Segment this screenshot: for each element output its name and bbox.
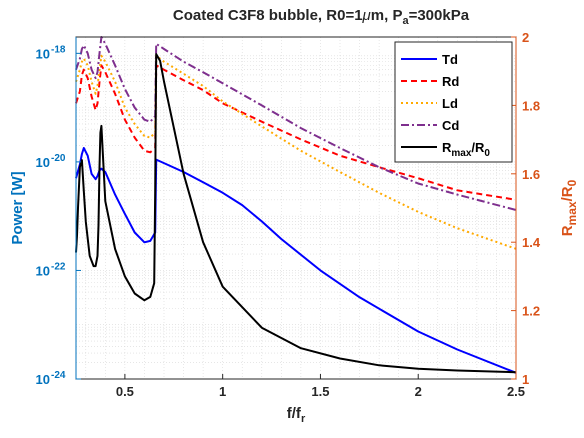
series-line-ld: [75, 54, 517, 250]
y-left-tick-exponent: -20: [51, 153, 66, 164]
legend-label-td: Td: [442, 52, 458, 67]
y-left-tick-label: 10: [36, 155, 50, 170]
legend-label-rd: Rd: [442, 74, 459, 89]
x-tick-label: 1.5: [311, 384, 329, 399]
y-axis-right: 1 1.2 1.4 1.6 1.8 2: [511, 30, 541, 387]
legend-box: [394, 41, 513, 163]
title-main: Coated C3F8 bubble, R0=1: [173, 7, 363, 24]
x-label-sub: r: [301, 413, 306, 425]
legend: Td Rd Ld Cd Rmax/R0: [394, 41, 513, 163]
x-tick-label: 1: [219, 384, 226, 399]
right-label-s2: 0: [565, 179, 579, 186]
title-tail: =300kPa: [409, 7, 470, 24]
title-sub: a: [402, 15, 409, 27]
chart-title: Coated C3F8 bubble, R0=1μm, Pa=300kPa: [173, 7, 470, 27]
y-right-tick-label: 2: [522, 30, 529, 45]
y-left-tick-exponent: -24: [51, 370, 66, 381]
y-axis-right-label: Rmax/R0: [559, 179, 579, 236]
series-line-cd: [75, 36, 517, 211]
legend-label-part: /R: [471, 140, 485, 155]
x-label-main: f/f: [287, 405, 302, 422]
y-left-tick-exponent: -22: [51, 261, 66, 272]
grid: [76, 37, 517, 380]
y-right-tick-label: 1.6: [522, 167, 540, 182]
series-layer: [75, 36, 517, 374]
series-line-rmax: [75, 53, 517, 374]
legend-label-ld: Ld: [442, 96, 458, 111]
series-line-rd: [75, 64, 517, 201]
right-label-p2: /R: [559, 186, 576, 201]
y-right-tick-label: 1.8: [522, 98, 540, 113]
x-tick-label: 0.5: [116, 384, 134, 399]
series-line-td: [75, 147, 517, 374]
right-label-p1: R: [559, 225, 576, 236]
y-axis-left-label: Power [W]: [9, 171, 26, 244]
legend-label-cd: Cd: [442, 118, 459, 133]
legend-label-subscript: max: [451, 148, 471, 159]
y-left-tick-label: 10: [36, 263, 50, 278]
title-mu: μ: [362, 7, 371, 24]
legend-label-rmax: Rmax/R0: [442, 140, 490, 159]
x-tick-label: 2: [415, 384, 422, 399]
right-label-s1: max: [565, 201, 579, 225]
title-mid: m, P: [371, 7, 403, 24]
y-right-tick-label: 1.2: [522, 304, 540, 319]
y-right-tick-label: 1: [522, 372, 529, 387]
y-left-tick-exponent: -18: [51, 44, 66, 55]
y-right-tick-label: 1.4: [522, 235, 541, 250]
legend-label-part: R: [442, 140, 452, 155]
y-left-tick-label: 10: [36, 372, 50, 387]
x-axis-label: f/fr: [287, 405, 306, 425]
y-left-tick-label: 10: [36, 46, 50, 61]
x-tick-label: 2.5: [507, 384, 525, 399]
legend-label-subscript: 0: [484, 148, 490, 159]
